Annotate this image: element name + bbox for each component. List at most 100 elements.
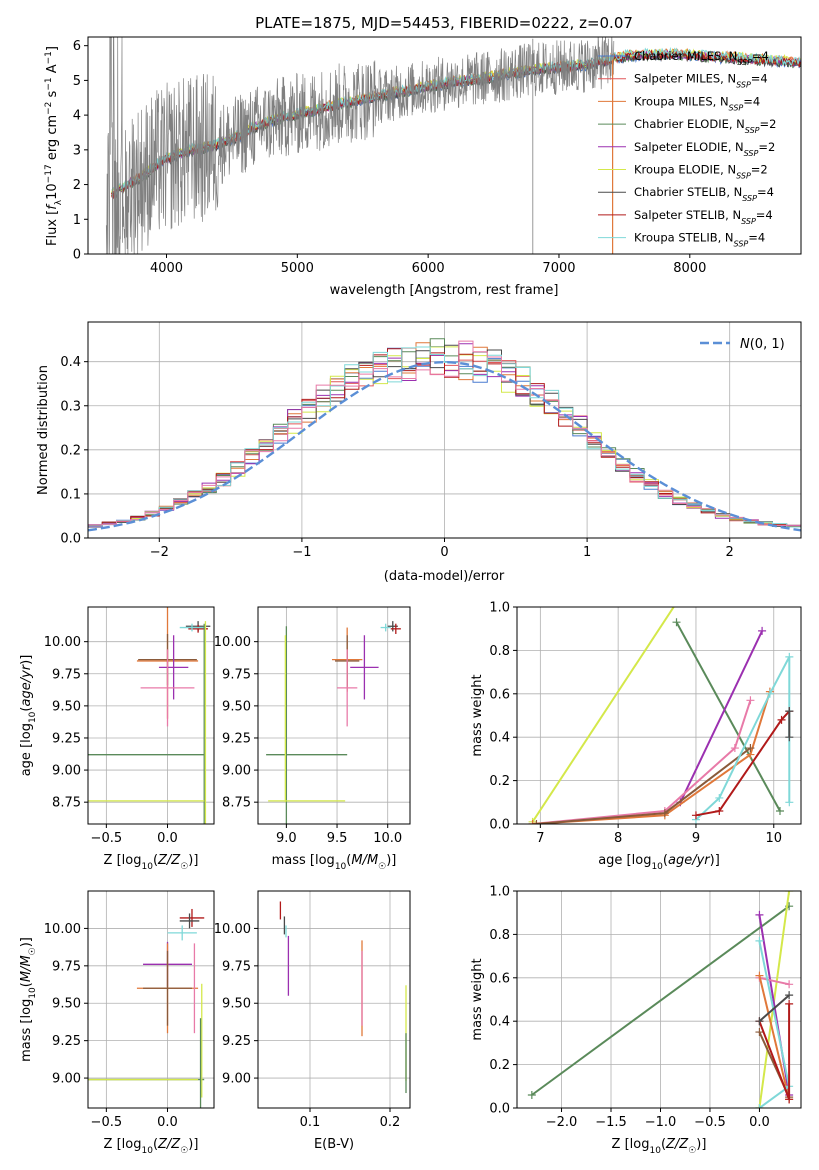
y-tick-label: 0.4 [489,731,510,746]
errorbar-point [167,925,197,941]
plot-area [527,891,794,1108]
mass-weight-marker [765,689,774,698]
y-axis-label: mass weight [470,674,485,756]
axes: 7 8 9 10 0.0 0.2 0.4 0.6 0.8 1.0 age [log10(age/yr… [470,601,802,872]
legend-label: Kroupa MILES, NSSP=4 [634,94,760,112]
figure-title: PLATE=1875, MJD=54453, FIBERID=0222, z=0… [255,14,633,32]
plot-area [88,607,211,824]
errorbar-point [143,950,192,1026]
x-tick-label: 0 [440,545,448,560]
x-tick-label: 4000 [150,261,183,276]
mass-weight-marker [755,1028,764,1037]
y-tick-label: 9.75 [222,959,251,974]
y-axis-label: Normed distribution [36,365,51,495]
x-tick-label: 0.0 [749,1115,770,1130]
y-tick-label: 9.50 [52,699,81,714]
grid [88,607,214,824]
x-axis-label: Z [log10(Z/Z☉)] [612,1137,707,1156]
panel-age_vs_mass: 9.0 9.5 10.0 8.75 9.00 9.25 9.50 9.75 10.00 mass … [214,606,411,872]
y-tick-label: 0.0 [489,1102,510,1117]
y-tick-label: 0.3 [60,399,81,414]
y-tick-label: 10.00 [44,922,81,937]
x-tick-label: 5000 [281,261,314,276]
panel-spectrum: 4000 5000 6000 7000 8000 0 1 2 3 4 5 6 wavelength [A… [44,36,802,298]
y-tick-label: 2 [73,178,81,193]
mass-weight-marker [785,707,794,716]
x-tick-label: 0.2 [380,1115,401,1130]
legend-label: Salpeter MILES, NSSP=4 [634,72,768,90]
grid [258,891,410,1108]
y-tick-label: 10.00 [214,635,251,650]
mass-weight-marker [785,733,794,742]
x-tick-label: −1 [292,545,311,560]
plot-area [279,901,407,1094]
x-tick-label: −0.5 [694,1115,726,1130]
mass-weight-marker [755,910,764,919]
y-tick-label: 0.0 [489,818,510,833]
x-axis-label: wavelength [Angstrom, rest frame] [330,283,559,298]
legend-label: Chabrier ELODIE, NSSP=2 [634,117,776,135]
x-axis-label: age [log10(age/yr)] [598,853,720,872]
errorbar-point [179,908,205,927]
y-tick-label: 1.0 [489,601,510,616]
panel-massweight_vs_Z: −2.0 −1.5 −1.0 −0.5 0.0 0.0 0.2 0.4 0.6 0.8 1.0 Z [… [470,885,802,1156]
panel-massweight_vs_age: 7 8 9 10 0.0 0.2 0.4 0.6 0.8 1.0 age [log10(age/yr… [470,599,802,872]
axes-frame [87,606,215,825]
mass-weight-marker [672,618,681,627]
y-tick-label: 9.75 [52,959,81,974]
y-tick-label: 1 [73,213,81,228]
x-tick-label: 9.0 [276,831,297,846]
y-axis-label: mass [log10(M/M☉)] [19,937,38,1062]
panel-mass_vs_ebv: 0.1 0.2 9.00 9.25 9.50 9.75 10.00 E(B-V) [214,890,411,1152]
x-axis-label: (data-model)/error [384,569,505,584]
x-tick-label: 0.0 [157,1115,178,1130]
mass-weight-marker [755,1104,764,1108]
axes-frame [87,36,802,255]
mass-weight-marker [785,991,794,1000]
errorbar-point [390,623,401,634]
y-tick-label: 9.00 [52,764,81,779]
x-tick-label: 6000 [412,261,445,276]
legend-label: Chabrier STELIB, NSSP=4 [634,185,774,203]
mass-weight-marker [527,1090,536,1099]
y-tick-label: 0.6 [489,971,510,986]
y-tick-label: 0.2 [489,774,510,789]
x-tick-label: 10 [765,831,782,846]
y-axis-label: Flux [fλ10−17 erg cm−2 s−1 A−1] [44,46,64,246]
x-tick-label: 7000 [542,261,575,276]
x-tick-label: 1 [583,545,591,560]
x-tick-label: 0.0 [157,831,178,846]
y-tick-label: 0.8 [489,644,510,659]
panel-residuals: −2 −1 0 1 2 0.0 0.1 0.2 0.3 0.4 (data-model)/error… [36,321,802,584]
x-axis-label: mass [log10(M/M☉)] [272,853,397,872]
y-tick-label: 9.25 [52,1034,81,1049]
y-tick-label: 0 [73,248,81,263]
x-tick-label: 2 [726,545,734,560]
x-tick-label: −1.5 [595,1115,627,1130]
errorbar-point [158,635,189,700]
x-tick-label: −1.0 [645,1115,677,1130]
mass-weight-line [532,691,771,824]
mass-weight-marker [755,1017,764,1026]
mass-weight-line [531,905,790,1096]
mass-weight-line [759,976,790,986]
y-tick-label: 9.25 [52,731,81,746]
legend-label: Kroupa STELIB, NSSP=4 [634,231,765,249]
x-axis-label: Z [log10(Z/Z☉)] [104,1137,199,1156]
mass-weight-line [695,710,791,817]
axes: 0.1 0.2 9.00 9.25 9.50 9.75 10.00 E(B-V) [214,890,411,1152]
x-tick-label: −0.5 [91,1115,123,1130]
mass-weight-marker [673,599,681,607]
errorbar-point [179,913,200,929]
mass-weight-marker [785,1095,794,1104]
axes-frame [516,890,802,1109]
plot-area [266,621,401,824]
y-tick-label: 4 [73,109,81,124]
y-tick-label: 1.0 [489,885,510,900]
observed-spectrum-line [105,37,615,254]
y-tick-label: 9.50 [222,699,251,714]
mass-weight-marker [746,744,755,753]
y-axis-label: mass weight [470,958,485,1040]
mass-weight-line [679,630,764,803]
mass-weight-marker [528,820,537,824]
